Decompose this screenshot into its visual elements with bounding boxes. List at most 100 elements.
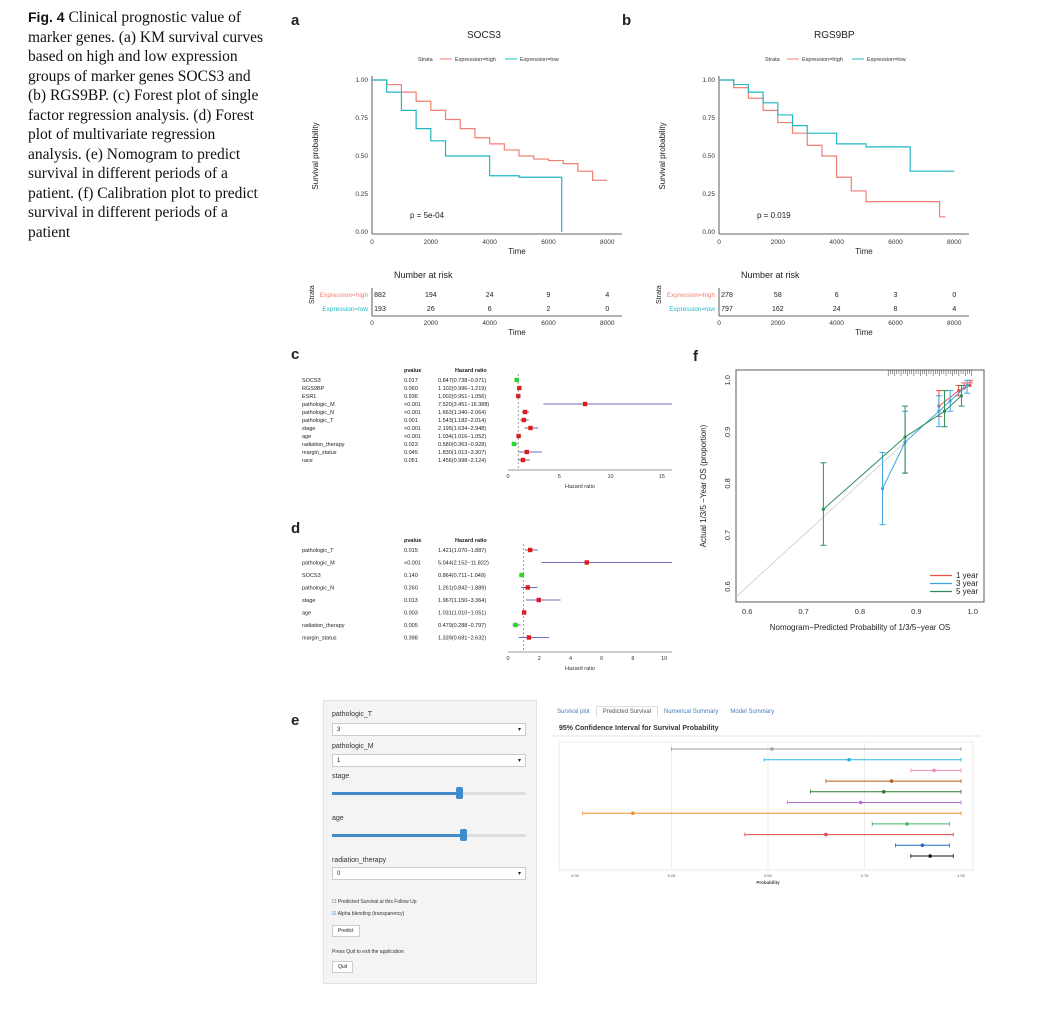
tab-survival-plot[interactable]: Survival plot	[557, 709, 590, 715]
km-a-risk-low-label: Expression=low	[322, 306, 368, 313]
ci-xlabel: Probability	[756, 880, 780, 885]
forest-d-row-p: 0.013	[404, 598, 418, 604]
forest-d-point	[521, 610, 527, 615]
forest-d-row-name: pathologic_N	[302, 586, 334, 592]
forest-c-row-p: 0.936	[404, 394, 418, 400]
forest-c-row-hr: 1.663(1.340−2.064)	[438, 410, 486, 416]
forest-c-point	[520, 457, 526, 463]
km-b-risk-high-value: 278	[721, 292, 733, 299]
calib-point	[880, 486, 885, 491]
ci-estimate	[932, 768, 936, 773]
ci-xtick: 0.00	[571, 873, 580, 878]
checkbox-follow-up[interactable]: ☐ Predicted Survival at this Follow Up	[332, 899, 417, 905]
calib-point	[957, 389, 961, 393]
slider-age[interactable]	[332, 825, 528, 847]
calib-point	[821, 507, 825, 511]
km-b-risk-low-value: 4	[952, 306, 956, 313]
forest-d-row-hr: 0.479(0.288−0.797)	[438, 623, 486, 629]
forest-c-row-name: pathologic_N	[302, 410, 334, 416]
calib-line-2	[823, 395, 962, 510]
forest-c-row-hr: 1.002(0.951−1.056)	[438, 394, 486, 400]
caption-text: Clinical prognostic value of marker gene…	[28, 9, 263, 241]
forest-d-point	[527, 547, 533, 553]
forest-d-row-hr: 1.261(0.842−1.889)	[438, 586, 486, 592]
km-a-xtick-label: 4000	[482, 239, 497, 246]
km-b-ytick-label: 0.50	[702, 153, 715, 160]
nomogram-tabs: Survival plot Predicted Survival Numerical…	[551, 706, 780, 717]
forest-c-row-name: age	[302, 434, 311, 440]
forest-d-row-hr: 1.421(1.070−1.887)	[438, 548, 486, 554]
forest-d-point	[526, 635, 532, 640]
calib-point	[965, 383, 969, 388]
select-radiation-therapy[interactable]: 0 ▾	[332, 867, 526, 880]
label-age: age	[332, 815, 344, 822]
forest-c-row-p: <0.001	[404, 426, 421, 432]
km-b-risk-low-value: 24	[833, 306, 841, 313]
select-pathologic-m[interactable]: 1 ▾	[332, 754, 526, 767]
select-pathologic-t-value: 3	[337, 727, 341, 733]
calib-xtick: 1.0	[968, 607, 978, 616]
forest-c-row-name: margin_status	[302, 450, 337, 456]
panel-label-b: b	[622, 12, 632, 29]
chevron-down-icon: ▾	[517, 871, 521, 877]
calib-ytick: 0.7	[723, 530, 732, 540]
calib-ytick: 1.0	[723, 375, 732, 385]
km-b-xtick-label: 6000	[888, 239, 903, 246]
km-b-legend-high: Expression=high	[802, 57, 843, 63]
km-b-risk-high-value: 6	[835, 292, 839, 299]
checkbox-alpha-label: Alpha blending (transparency)	[337, 911, 405, 917]
slider-stage[interactable]	[332, 783, 528, 805]
forest-d-row-name: stage	[302, 598, 315, 604]
ci-estimate	[631, 811, 635, 815]
km-b-xtick-label: 8000	[947, 239, 962, 246]
forest-plot-multivariate: pvalue Hazard ratio pathologic_T 0.015 1.421…	[302, 538, 672, 672]
km-a-curve-high	[372, 79, 608, 181]
ci-xtick: 0.25	[668, 873, 677, 878]
select-radiation-therapy-value: 0	[337, 871, 341, 877]
km-b-ylabel: Survival probability	[658, 122, 667, 189]
ci-xtick: 0.75	[861, 873, 870, 878]
select-pathologic-t[interactable]: 3 ▾	[332, 723, 526, 736]
ci-estimate	[905, 822, 909, 826]
km-b-risk-xtick: 8000	[947, 320, 962, 327]
label-radiation-therapy: radiation_therapy	[332, 857, 387, 864]
forest-c-xtick: 10	[607, 474, 613, 480]
chevron-down-icon: ▾	[517, 758, 521, 764]
forest-d-point	[519, 572, 524, 578]
km-a-risk-strata-label: Strata	[309, 285, 316, 304]
forest-c-point	[511, 441, 517, 447]
checkbox-alpha[interactable]: ☑ Alpha blending (transparency)	[332, 911, 405, 917]
forest-d-xtick: 2	[538, 656, 541, 662]
forest-d-xtick: 8	[631, 656, 634, 662]
forest-c-point	[528, 425, 533, 431]
tab-numerical-summary[interactable]: Numerical Summary	[664, 709, 719, 715]
forest-c-row-name: SOCS3	[302, 378, 321, 384]
tab-predicted-survival[interactable]: Predicted Survival	[595, 706, 659, 717]
forest-c-row-hr: 7.520(3.451−16.388)	[438, 402, 489, 408]
quit-button[interactable]: Quit	[332, 961, 354, 973]
calib-ytick: 0.6	[723, 581, 732, 591]
checkbox-follow-up-label: Predicted Survival at this Follow Up	[337, 899, 417, 905]
calib-point	[937, 409, 941, 413]
ci-survival-plot: 95% Confidence Interval for Survival Pro…	[551, 725, 981, 885]
forest-c-row-name: ESR1	[302, 394, 316, 400]
forest-d-row-name: margin_status	[302, 636, 337, 642]
forest-d-xlabel: Hazard ratio	[565, 666, 595, 672]
km-plot-rgs9bp: RGS9BP Strata Expression=high Expression=lo…	[656, 30, 969, 337]
predict-button[interactable]: Predict	[332, 925, 360, 937]
forest-d-xtick: 4	[569, 656, 572, 662]
panel-label-d: d	[291, 520, 301, 537]
ci-title: 95% Confidence Interval for Survival Pro…	[559, 725, 719, 732]
forest-d-point	[513, 622, 518, 628]
km-b-risk-high-label: Expression=high	[667, 292, 716, 299]
calib-ylabel: Actual 1/3/5 −Year OS (proportion)	[699, 424, 708, 547]
ci-xtick: 0.50	[764, 873, 773, 878]
tab-model-summary[interactable]: Model Summary	[730, 709, 775, 715]
km-a-risk-low-value: 2	[547, 306, 551, 313]
km-a-ytick-label: 0.25	[355, 191, 368, 198]
label-stage: stage	[332, 773, 350, 780]
km-a-risk-xtick: 4000	[482, 320, 497, 327]
forest-d-row-hr: 1.031(1.010−1.051)	[438, 611, 486, 617]
forest-d-row-name: pathologic_T	[302, 548, 334, 554]
select-pathologic-m-value: 1	[337, 758, 341, 764]
